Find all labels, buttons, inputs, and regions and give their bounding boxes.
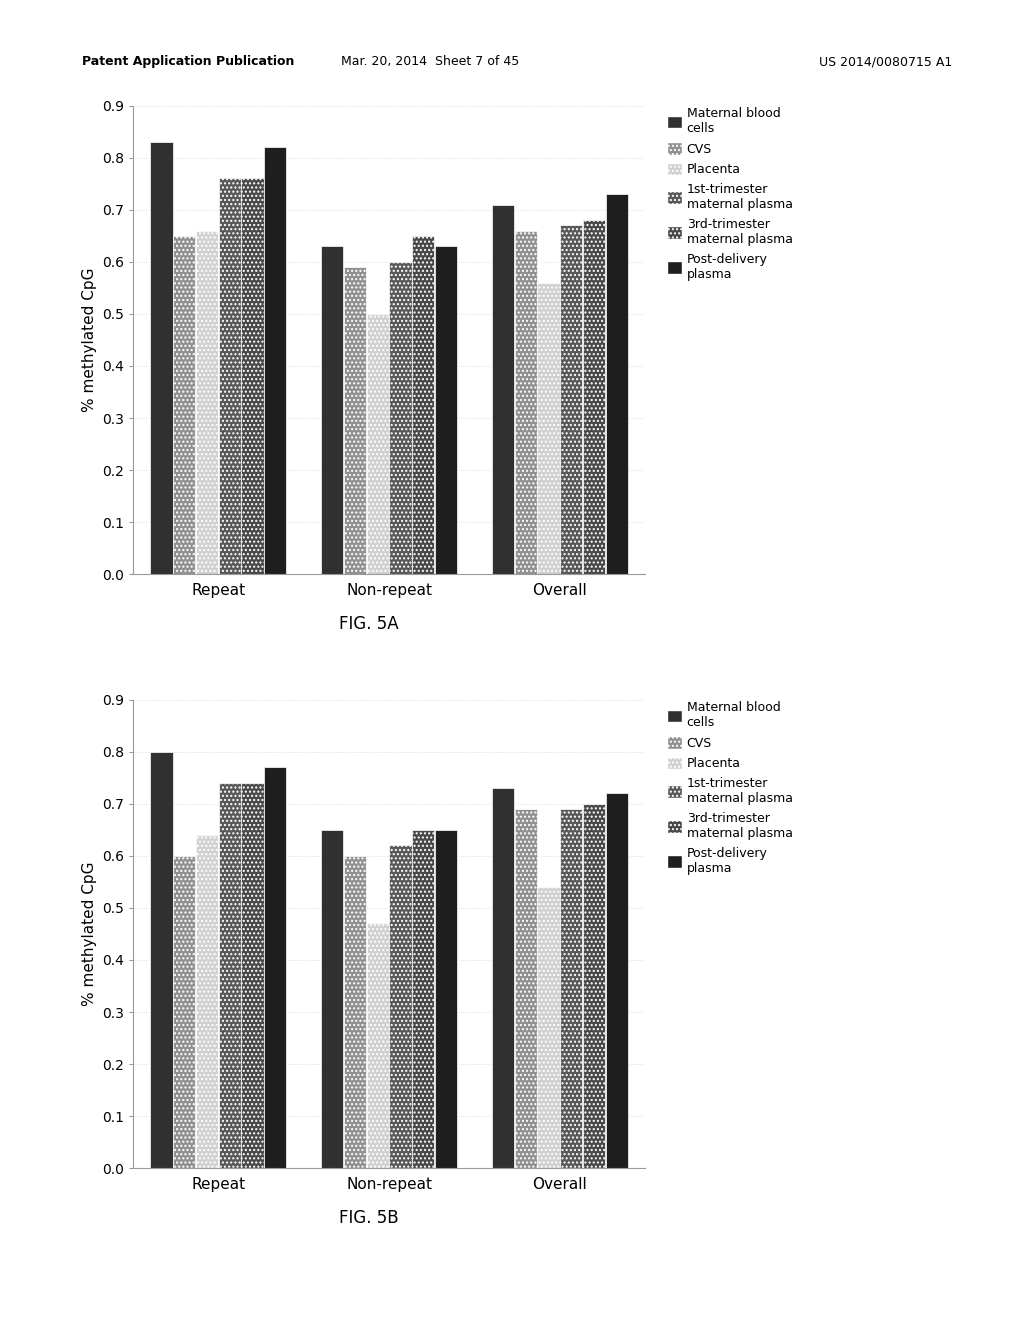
Legend: Maternal blood
cells, CVS, Placenta, 1st-trimester
maternal plasma, 3rd-trimeste: Maternal blood cells, CVS, Placenta, 1st… (667, 107, 793, 281)
Bar (322, 830, 343, 1168)
Bar (322, 246, 343, 574)
Bar (389, 845, 412, 1168)
Bar (605, 194, 628, 574)
Bar (492, 788, 514, 1168)
Bar (412, 236, 434, 574)
Text: FIG. 5B: FIG. 5B (339, 1209, 398, 1228)
Bar (583, 804, 605, 1168)
Bar (367, 924, 389, 1168)
Bar (514, 231, 537, 574)
Bar (196, 231, 218, 574)
Bar (389, 261, 412, 574)
Text: Patent Application Publication: Patent Application Publication (82, 55, 294, 69)
Bar (514, 809, 537, 1168)
Bar (242, 783, 264, 1168)
Bar (583, 220, 605, 574)
Bar (492, 205, 514, 574)
Bar (538, 282, 559, 574)
Bar (264, 148, 287, 574)
Bar (242, 178, 264, 574)
Bar (367, 314, 389, 574)
Bar (605, 793, 628, 1168)
Bar (412, 830, 434, 1168)
Bar (435, 246, 457, 574)
Bar (560, 226, 583, 574)
Text: US 2014/0080715 A1: US 2014/0080715 A1 (819, 55, 952, 69)
Bar (151, 751, 173, 1168)
Text: FIG. 5A: FIG. 5A (339, 615, 398, 634)
Bar (264, 767, 287, 1168)
Y-axis label: % methylated CpG: % methylated CpG (82, 862, 96, 1006)
Bar (435, 830, 457, 1168)
Bar (560, 809, 583, 1168)
Bar (538, 887, 559, 1168)
Legend: Maternal blood
cells, CVS, Placenta, 1st-trimester
maternal plasma, 3rd-trimeste: Maternal blood cells, CVS, Placenta, 1st… (667, 701, 793, 875)
Bar (344, 855, 367, 1168)
Bar (196, 836, 218, 1168)
Bar (219, 783, 241, 1168)
Bar (151, 143, 173, 574)
Bar (173, 855, 196, 1168)
Bar (173, 236, 196, 574)
Y-axis label: % methylated CpG: % methylated CpG (82, 268, 96, 412)
Text: Mar. 20, 2014  Sheet 7 of 45: Mar. 20, 2014 Sheet 7 of 45 (341, 55, 519, 69)
Bar (344, 267, 367, 574)
Bar (219, 178, 241, 574)
